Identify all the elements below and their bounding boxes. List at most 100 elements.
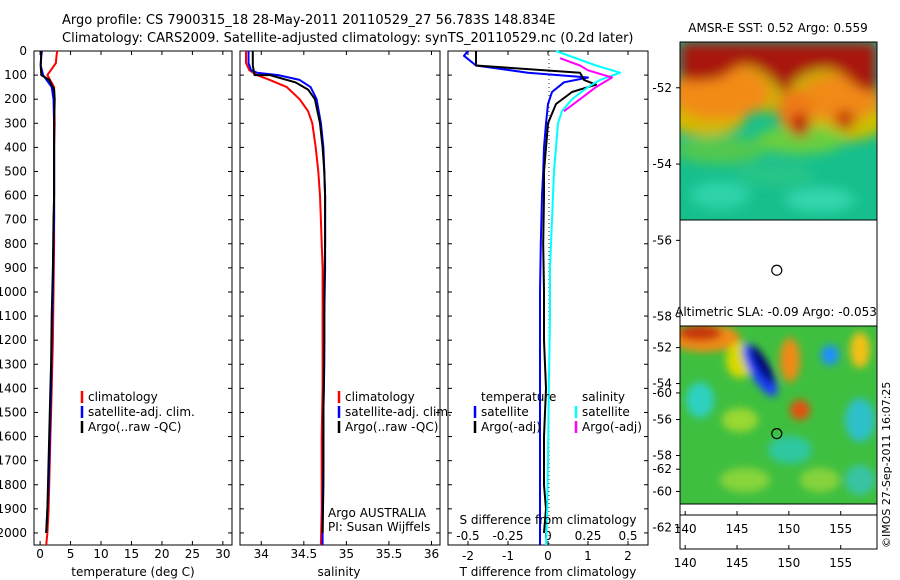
depth-tick-label: 1700 <box>0 454 27 468</box>
legend-label-argo: Argo(..raw -QC) <box>345 420 438 434</box>
legend-label-argo: Argo(..raw -QC) <box>88 420 181 434</box>
depth-tick-label: 1200 <box>0 333 27 347</box>
difference-panel: -2 -1 0 1 2 -0.5 -0.25 0 0.25 0.5 S difference fr… <box>447 50 649 579</box>
legend-label-t-argo: Argo(-adj) <box>481 420 541 434</box>
salinity-series <box>245 51 327 546</box>
legend-title-salinity: salinity <box>582 390 625 404</box>
salinity-diff-tick-label: 0.25 <box>575 529 602 543</box>
sla-lat-label: -60 <box>652 484 672 498</box>
header-line-1: Argo profile: CS 7900315_18 28-May-2011 … <box>62 13 555 28</box>
series-line-argo <box>39 50 56 534</box>
series-line-sat <box>463 50 589 545</box>
x-tick-label: 2 <box>624 549 632 563</box>
depth-tick-label: 1000 <box>0 285 27 299</box>
x-tick-label: 5 <box>67 547 75 561</box>
temperature-difference-label: T difference from climatology <box>459 565 637 579</box>
sst-map-frame <box>679 41 878 516</box>
depth-tick-label: 500 <box>4 164 27 178</box>
temperature-x-ticks: 0 5 10 15 20 25 30 <box>36 51 231 561</box>
depth-tick-label: 300 <box>4 116 27 130</box>
depth-tick-label: 600 <box>4 189 27 203</box>
sst-lat-label: -52 <box>652 81 672 95</box>
depth-tick-labels: 0 100 200 300 400 500 600 700 800 900 1000 1100 1200… <box>0 44 648 540</box>
salinity-diff-tick-label: 0 <box>544 529 552 543</box>
legend-label-clim: climatology <box>345 390 415 404</box>
sla-lat-label: -52 <box>652 341 672 355</box>
sla-float-marker <box>771 427 783 440</box>
sla-lat-label: -56 <box>652 413 672 427</box>
depth-tick-label: 2000 <box>0 526 27 540</box>
series-line-sal_sat <box>545 50 621 546</box>
series-line-argo <box>251 51 327 534</box>
depth-tick-label: 200 <box>4 92 27 106</box>
temperature-xlabel: temperature (deg C) <box>71 565 194 579</box>
sla-lat-label: -62 <box>652 520 672 534</box>
depth-tick-label: 1600 <box>0 430 27 444</box>
map-axes: -52 -54 -56 -58 -60 -62 140 145 150 155 -52 -54 -56 -… <box>652 81 877 570</box>
salinity-x-ticks: 34 34.5 35 35.5 36 <box>254 51 439 561</box>
salinity-panel: 34 34.5 35 35.5 36 salinity climatology sate… <box>239 50 452 579</box>
sst-lon-label: 150 <box>777 522 800 536</box>
sst-lat-label: -62 <box>652 462 672 476</box>
x-tick-label: 15 <box>124 547 139 561</box>
legend-title-temperature: temperature <box>481 390 556 404</box>
x-tick-label: 35 <box>339 547 354 561</box>
series-line-argo <box>475 51 597 534</box>
depth-tick-label: 1500 <box>0 405 27 419</box>
sla-lon-label: 140 <box>674 556 697 570</box>
pi-annotation: PI: Susan Wijffels <box>328 520 430 534</box>
x-tick-label: 34 <box>254 547 269 561</box>
depth-tick-label: 900 <box>4 261 27 275</box>
sst-lat-label: -56 <box>652 233 672 247</box>
legend-label-sat: satellite-adj. clim. <box>88 405 195 419</box>
series-line-sat <box>247 51 327 545</box>
sst-lat-label: -54 <box>652 157 672 171</box>
sla-heatmap <box>680 326 877 504</box>
x-tick-label: 36 <box>424 547 439 561</box>
series-line-sal_argo <box>559 57 613 112</box>
sla-lon-label: 150 <box>777 556 800 570</box>
sla-map-title: Altimetric SLA: -0.09 Argo: -0.053 <box>675 305 877 319</box>
difference-series <box>463 50 621 546</box>
salinity-xlabel: salinity <box>317 565 360 579</box>
sst-lat-label: -60 <box>652 386 672 400</box>
x-tick-label: 34.5 <box>290 547 317 561</box>
sst-map-title: AMSR-E SST: 0.52 Argo: 0.559 <box>688 21 868 35</box>
float-owner-annotation: Argo AUSTRALIA <box>328 506 427 520</box>
temperature-panel: 0100200300400500600700800900100011001200… <box>0 44 648 579</box>
x-tick-label: 35.5 <box>376 547 403 561</box>
sst-lon-label: 155 <box>829 522 852 536</box>
x-tick-label: -2 <box>462 549 474 563</box>
depth-tick-label: 1900 <box>0 502 27 516</box>
series-line-clim <box>245 51 324 546</box>
difference-x-ticks: -2 -1 0 1 2 -0.5 -0.25 0 0.25 0.5 <box>456 51 638 563</box>
sla-lon-label: 155 <box>829 556 852 570</box>
sst-lat-label: -58 <box>652 310 672 324</box>
sla-lat-label: -58 <box>652 448 672 462</box>
salinity-diff-tick-label: -0.25 <box>492 529 523 543</box>
sst-heatmap <box>680 42 877 220</box>
depth-tick-label: 1100 <box>0 309 27 323</box>
depth-tick-label: 1300 <box>0 357 27 371</box>
sla-lon-label: 145 <box>726 556 749 570</box>
sla-lat-label: -54 <box>652 377 672 391</box>
depth-tick-label: 400 <box>4 140 27 154</box>
legend-label-sat: satellite-adj. clim. <box>345 405 452 419</box>
legend-label-clim: climatology <box>88 390 158 404</box>
imos-timestamp: ©IMOS 27-Sep-2011 16:07:25 <box>880 382 893 548</box>
legend-label-s-sat: satellite <box>582 405 630 419</box>
x-tick-label: 0 <box>36 547 44 561</box>
depth-tick-label: 700 <box>4 213 27 227</box>
temperature-legend: climatology satellite-adj. clim. Argo(..… <box>80 390 195 434</box>
x-tick-label: -1 <box>502 549 514 563</box>
salinity-diff-tick-label: -0.5 <box>456 529 479 543</box>
x-tick-label: 30 <box>215 547 230 561</box>
depth-tick-label: 1400 <box>0 381 27 395</box>
temperature-series <box>39 50 59 546</box>
sst-map-panel: AMSR-E SST: 0.52 Argo: 0.559 <box>679 21 878 516</box>
x-tick-label: 10 <box>93 547 108 561</box>
depth-tick-label: 1800 <box>0 478 27 492</box>
x-tick-label: 20 <box>154 547 169 561</box>
header-line-2: Climatology: CARS2009. Satellite-adjuste… <box>62 31 634 46</box>
